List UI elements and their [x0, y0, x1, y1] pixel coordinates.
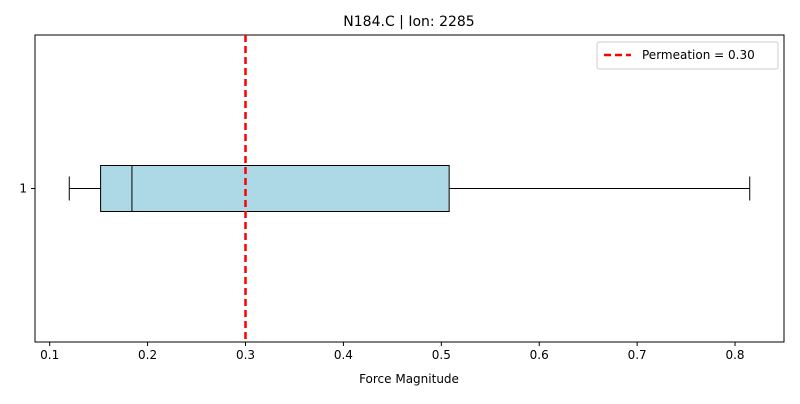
- legend-entry-permeation: Permeation = 0.30: [642, 48, 755, 62]
- y-tick-label: 1: [19, 182, 27, 196]
- box-series: [68, 165, 751, 212]
- y-axis: 1: [19, 182, 35, 196]
- x-axis-label: Force Magnitude: [359, 372, 459, 386]
- x-axis: 0.1 0.2 0.3 0.4 0.5 0.6 0.7 0.8: [40, 342, 745, 362]
- x-tick-label: 0.4: [334, 348, 353, 362]
- interquartile-box: [100, 165, 450, 212]
- chart-title: N184.C | Ion: 2285: [343, 14, 474, 30]
- x-tick-label: 0.2: [138, 348, 157, 362]
- x-tick-label: 0.6: [530, 348, 549, 362]
- x-tick-label: 0.1: [40, 348, 59, 362]
- x-tick-label: 0.8: [725, 348, 744, 362]
- x-tick-label: 0.5: [432, 348, 451, 362]
- x-tick-label: 0.7: [628, 348, 647, 362]
- legend-box: [596, 41, 779, 70]
- legend: Permeation = 0.30: [596, 41, 779, 70]
- x-tick-label: 0.3: [236, 348, 255, 362]
